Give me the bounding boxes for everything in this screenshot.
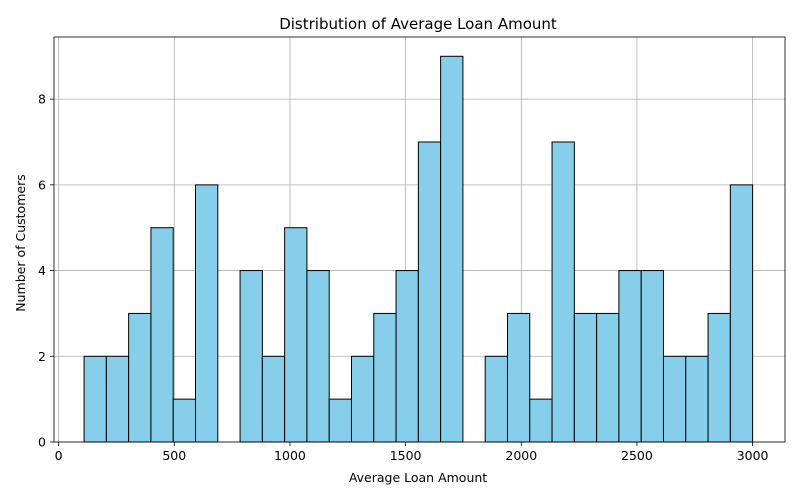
histogram-bar-5 bbox=[194, 184, 219, 443]
histogram-bar-29 bbox=[729, 184, 754, 443]
histogram-bar-10 bbox=[306, 270, 330, 443]
y-tick-label-2: 4 bbox=[38, 263, 46, 278]
histogram-bar-7 bbox=[239, 270, 263, 443]
x-tick-label-3: 1500 bbox=[390, 448, 422, 463]
histogram-bar-12 bbox=[350, 355, 375, 443]
x-tick-label-4: 2000 bbox=[505, 448, 537, 463]
x-tick-label-2: 1000 bbox=[274, 448, 306, 463]
histogram-bar-9 bbox=[284, 227, 308, 443]
axes-layer: 0 500 1000 1500 2000 2500 3000 0 2 4 6 8 bbox=[38, 36, 786, 463]
x-tick-label-5: 2500 bbox=[621, 448, 653, 463]
y-tick-label-4: 8 bbox=[38, 92, 46, 107]
histogram-bar-27 bbox=[685, 355, 709, 443]
x-tick-label-0: 0 bbox=[55, 448, 63, 463]
histogram-bar-22 bbox=[573, 312, 598, 443]
histogram-bar-24 bbox=[618, 270, 642, 443]
histogram-bar-0 bbox=[83, 355, 107, 443]
histogram-bar-14 bbox=[395, 270, 419, 443]
histogram-bar-26 bbox=[662, 355, 687, 443]
histogram-bar-28 bbox=[707, 312, 731, 443]
y-axis-label: Number of Customers bbox=[13, 174, 28, 311]
histogram-bar-25 bbox=[640, 270, 664, 443]
chart-title: Distribution of Average Loan Amount bbox=[279, 15, 557, 33]
histogram-bar-16 bbox=[440, 55, 464, 443]
histogram-bar-19 bbox=[506, 312, 531, 443]
histogram-bar-21 bbox=[551, 141, 575, 443]
histogram-bar-13 bbox=[373, 312, 397, 443]
bars-layer bbox=[83, 55, 754, 443]
histogram-bar-1 bbox=[105, 355, 130, 443]
histogram-bar-15 bbox=[417, 141, 442, 443]
histogram-bar-3 bbox=[150, 227, 174, 443]
x-tick-label-6: 3000 bbox=[737, 448, 769, 463]
histogram-bar-2 bbox=[128, 312, 152, 443]
y-tick-label-0: 0 bbox=[38, 435, 46, 450]
histogram-bar-4 bbox=[172, 398, 196, 443]
histogram-bar-18 bbox=[484, 355, 508, 443]
histogram-bar-8 bbox=[261, 355, 286, 443]
x-tick-label-1: 500 bbox=[162, 448, 186, 463]
axes-frame bbox=[53, 36, 786, 443]
x-axis-label: Average Loan Amount bbox=[349, 470, 487, 485]
histogram-bar-11 bbox=[328, 398, 352, 443]
histogram-bar-20 bbox=[529, 398, 553, 443]
y-tick-label-3: 6 bbox=[38, 177, 46, 192]
histogram-bar-23 bbox=[596, 312, 620, 443]
y-tick-label-1: 2 bbox=[38, 349, 46, 364]
